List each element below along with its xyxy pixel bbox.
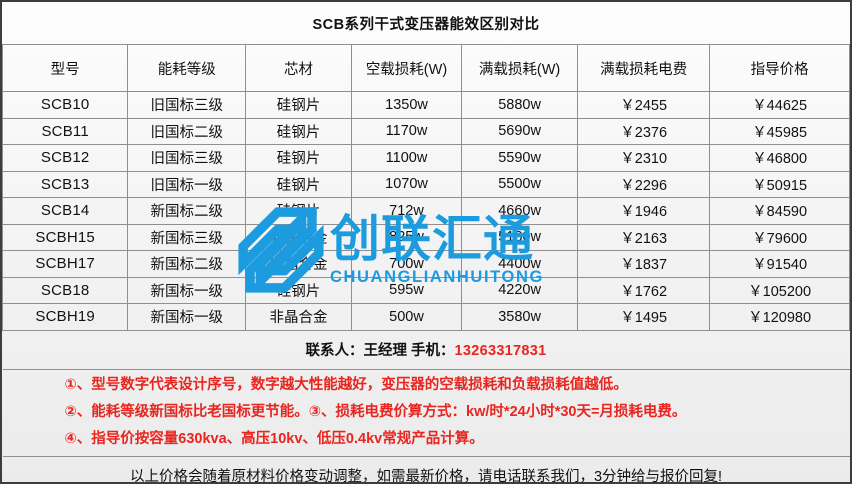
cell-core-material: 硅钢片	[245, 197, 352, 225]
cell-no-load-loss: 595w	[350, 276, 463, 304]
cell-model: SCB12	[2, 144, 129, 172]
cell-core-material: 硅钢片	[245, 276, 352, 304]
cell-model: SCBH17	[2, 250, 129, 278]
note-line: ①、型号数字代表设计序号，数字越大性能越好，变压器的空载损耗和负载损耗值越低。	[64, 377, 628, 394]
table-row: SCB10 旧国标三级 硅钢片 1350w 5880w ￥2455 ￥44625	[2, 91, 850, 119]
table-header-row: 型号 能耗等级 芯材 空载损耗(W) 满载损耗(W) 满载损耗电费 指导价格	[2, 44, 850, 92]
cell-full-load-cost: ￥1762	[577, 276, 711, 304]
note-line: ②、能耗等级新国标比老国标更节能。③、损耗电费价算方式：kw/时*24小时*30…	[64, 404, 687, 421]
cell-guide-price: ￥79600	[709, 223, 850, 251]
table-row: SCBH19 新国标一级 非晶合金 500w 3580w ￥1495 ￥1209…	[2, 303, 850, 331]
cell-energy-grade: 新国标一级	[127, 276, 247, 304]
cell-no-load-loss: 1070w	[350, 170, 463, 198]
cell-no-load-loss: 1170w	[350, 117, 463, 145]
cell-full-load-cost: ￥1946	[577, 197, 711, 225]
cell-full-load-loss: 5590w	[461, 144, 579, 172]
cell-full-load-cost: ￥2455	[577, 91, 711, 119]
footer-row: 以上价格会随着原材料价格变动调整，如需最新价格，请电话联系我们，3分钟给与报价回…	[2, 455, 850, 482]
cell-energy-grade: 新国标三级	[127, 223, 247, 251]
cell-no-load-loss: 1100w	[350, 144, 463, 172]
cell-full-load-cost: ￥1495	[577, 303, 711, 331]
contact-row: 联系人：王经理 手机：13263317831	[2, 329, 850, 370]
column-header-full-load-loss: 满载损耗(W)	[461, 44, 579, 92]
cell-full-load-loss: 5180w	[461, 223, 579, 251]
cell-core-material: 硅钢片	[245, 91, 352, 119]
cell-core-material: 硅钢片	[245, 170, 352, 198]
cell-full-load-cost: ￥1837	[577, 250, 711, 278]
page-title: SCB系列干式变压器能效区别对比	[2, 2, 850, 45]
cell-model: SCB18	[2, 276, 129, 304]
cell-full-load-loss: 5880w	[461, 91, 579, 119]
note-line: ④、指导价按容量630kva、高压10kv、低压0.4kv常规产品计算。	[64, 430, 484, 447]
table-row: SCB14 新国标二级 硅钢片 712w 4660w ￥1946 ￥84590	[2, 197, 850, 225]
cell-energy-grade: 旧国标三级	[127, 144, 247, 172]
cell-full-load-cost: ￥2310	[577, 144, 711, 172]
cell-model: SCB13	[2, 170, 129, 198]
cell-model: SCBH15	[2, 223, 129, 251]
table-row: SCBH17 新国标二级 非晶合金 700w 4400w ￥1837 ￥9154…	[2, 250, 850, 278]
cell-no-load-loss: 825w	[350, 223, 463, 251]
contact-label: 联系人：王经理 手机：	[305, 343, 455, 359]
table-row: SCB12 旧国标三级 硅钢片 1100w 5590w ￥2310 ￥46800	[2, 144, 850, 172]
table-row: SCB18 新国标一级 硅钢片 595w 4220w ￥1762 ￥105200	[2, 276, 850, 304]
cell-full-load-loss: 4400w	[461, 250, 579, 278]
cell-model: SCBH19	[2, 303, 129, 331]
cell-guide-price: ￥120980	[709, 303, 850, 331]
cell-energy-grade: 新国标二级	[127, 197, 247, 225]
cell-guide-price: ￥91540	[709, 250, 850, 278]
cell-full-load-loss: 4220w	[461, 276, 579, 304]
cell-guide-price: ￥105200	[709, 276, 850, 304]
column-header-no-load-loss: 空载损耗(W)	[350, 44, 463, 92]
cell-core-material: 硅钢片	[245, 144, 352, 172]
cell-no-load-loss: 1350w	[350, 91, 463, 119]
cell-full-load-loss: 5690w	[461, 117, 579, 145]
cell-no-load-loss: 500w	[350, 303, 463, 331]
cell-guide-price: ￥45985	[709, 117, 850, 145]
cell-model: SCB10	[2, 91, 129, 119]
cell-core-material: 非晶合金	[245, 223, 352, 251]
cell-energy-grade: 旧国标二级	[127, 117, 247, 145]
column-header-model: 型号	[2, 44, 129, 92]
notes-list: ①、型号数字代表设计序号，数字越大性能越好，变压器的空载损耗和负载损耗值越低。 …	[3, 372, 850, 452]
cell-full-load-loss: 3580w	[461, 303, 579, 331]
footer-note: 以上价格会随着原材料价格变动调整，如需最新价格，请电话联系我们，3分钟给与报价回…	[2, 455, 850, 482]
cell-core-material: 非晶合金	[245, 303, 352, 331]
cell-energy-grade: 旧国标三级	[127, 91, 247, 119]
contact-phone[interactable]: 13263317831	[454, 343, 547, 359]
cell-full-load-loss: 5500w	[461, 170, 579, 198]
cell-full-load-cost: ￥2296	[577, 170, 711, 198]
cell-guide-price: ￥84590	[709, 197, 850, 225]
cell-core-material: 非晶合金	[245, 250, 352, 278]
column-header-full-load-cost: 满载损耗电费	[577, 44, 711, 92]
column-header-energy-grade: 能耗等级	[127, 44, 247, 92]
cell-guide-price: ￥46800	[709, 144, 850, 172]
cell-model: SCB11	[2, 117, 129, 145]
title-row: SCB系列干式变压器能效区别对比	[2, 2, 850, 45]
notes-row: ①、型号数字代表设计序号，数字越大性能越好，变压器的空载损耗和负载损耗值越低。 …	[2, 368, 850, 457]
cell-full-load-cost: ￥2163	[577, 223, 711, 251]
table-row: SCB11 旧国标二级 硅钢片 1170w 5690w ￥2376 ￥45985	[2, 117, 850, 145]
cell-guide-price: ￥50915	[709, 170, 850, 198]
cell-energy-grade: 新国标一级	[127, 303, 247, 331]
cell-core-material: 硅钢片	[245, 117, 352, 145]
table-row: SCBH15 新国标三级 非晶合金 825w 5180w ￥2163 ￥7960…	[2, 223, 850, 251]
cell-full-load-loss: 4660w	[461, 197, 579, 225]
cell-model: SCB14	[2, 197, 129, 225]
cell-no-load-loss: 700w	[350, 250, 463, 278]
cell-energy-grade: 旧国标一级	[127, 170, 247, 198]
cell-guide-price: ￥44625	[709, 91, 850, 119]
notes-block: ①、型号数字代表设计序号，数字越大性能越好，变压器的空载损耗和负载损耗值越低。 …	[2, 368, 850, 457]
cell-full-load-cost: ￥2376	[577, 117, 711, 145]
cell-energy-grade: 新国标二级	[127, 250, 247, 278]
contact-info: 联系人：王经理 手机：13263317831	[2, 329, 850, 370]
column-header-guide-price: 指导价格	[709, 44, 850, 92]
column-header-core-material: 芯材	[245, 44, 352, 92]
cell-no-load-loss: 712w	[350, 197, 463, 225]
table-row: SCB13 旧国标一级 硅钢片 1070w 5500w ￥2296 ￥50915	[2, 170, 850, 198]
